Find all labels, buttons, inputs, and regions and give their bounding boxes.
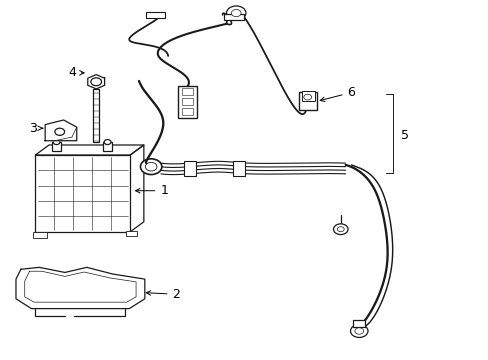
Circle shape <box>104 140 111 145</box>
Bar <box>126 231 137 236</box>
Polygon shape <box>88 75 104 89</box>
Circle shape <box>145 162 157 171</box>
Bar <box>178 86 197 118</box>
Bar <box>182 108 193 115</box>
Text: 6: 6 <box>320 86 355 102</box>
Circle shape <box>303 94 311 100</box>
Circle shape <box>333 224 347 235</box>
Circle shape <box>226 6 245 20</box>
Circle shape <box>55 128 64 135</box>
Circle shape <box>337 227 344 232</box>
Bar <box>182 98 193 105</box>
Text: 4: 4 <box>68 66 84 79</box>
Bar <box>146 12 164 18</box>
Bar <box>224 14 243 20</box>
Circle shape <box>91 78 102 86</box>
Circle shape <box>354 328 363 334</box>
Polygon shape <box>16 267 144 309</box>
Text: 3: 3 <box>29 122 42 135</box>
Circle shape <box>140 159 162 175</box>
Bar <box>298 93 317 111</box>
Polygon shape <box>45 120 77 141</box>
Bar <box>102 142 112 151</box>
Bar <box>301 91 314 102</box>
Bar <box>182 88 193 95</box>
Bar <box>232 161 244 176</box>
Circle shape <box>231 9 241 17</box>
Bar <box>52 142 61 151</box>
Text: 2: 2 <box>146 288 180 301</box>
Text: 5: 5 <box>400 129 408 142</box>
Circle shape <box>53 140 60 145</box>
Bar <box>35 155 130 232</box>
Circle shape <box>350 325 367 337</box>
Text: 1: 1 <box>135 184 168 197</box>
Bar <box>93 89 99 143</box>
Bar <box>353 320 365 327</box>
Bar <box>184 161 196 176</box>
Bar <box>33 232 46 238</box>
